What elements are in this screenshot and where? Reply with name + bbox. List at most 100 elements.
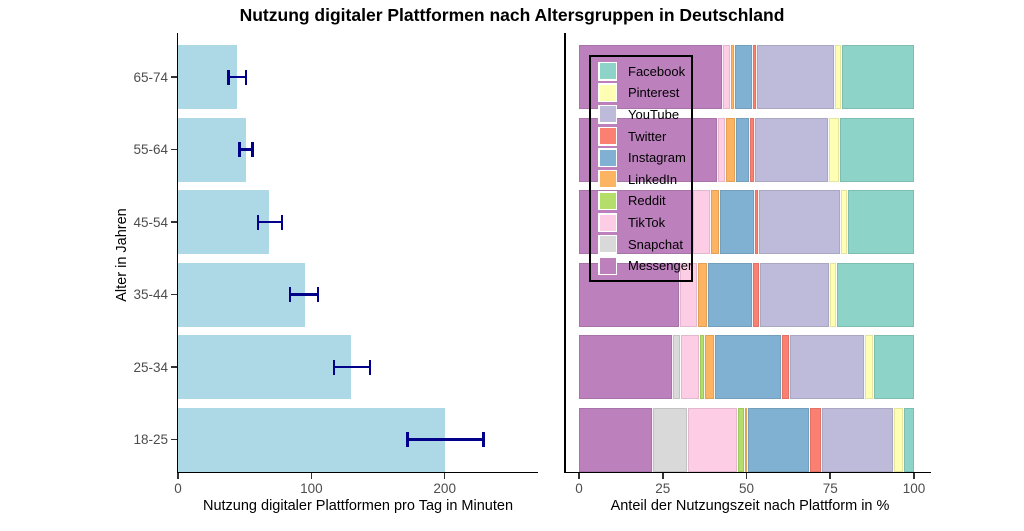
bar-18-25 [178, 407, 445, 472]
segment-65-74-tiktok [723, 45, 732, 109]
segment-35-44-pinterest [830, 262, 837, 327]
left-x-tick-mark-0 [177, 473, 179, 479]
legend-label-instagram: Instagram [628, 150, 686, 166]
segment-18-25-pinterest [893, 407, 904, 472]
legend-swatch-pinterest [599, 84, 616, 101]
chart-title: Nutzung digitaler Plattformen nach Alter… [239, 5, 785, 25]
right-x-tick-label-25: 25 [655, 481, 671, 496]
segment-35-44-facebook [836, 262, 914, 327]
legend-entry-twitter: Twitter [598, 126, 691, 147]
segment-25-34-tiktok [681, 335, 700, 399]
segment-18-25-twitter [810, 407, 822, 472]
y-tick-label-55-64: 55-64 [133, 142, 168, 157]
segment-45-54-twitter [754, 190, 759, 254]
y-tick-mark-65-74 [171, 76, 177, 78]
legend-key-tiktok [598, 213, 617, 232]
error-bar-35-44 [290, 293, 318, 296]
stacked-bar-18-25 [579, 407, 914, 472]
segment-18-25-reddit [738, 407, 745, 472]
error-bar-65-74 [228, 75, 246, 79]
legend-entry-instagram: Instagram [598, 147, 691, 168]
legend-label-pinterest: Pinterest [628, 85, 680, 101]
left-x-tick-label-200: 200 [433, 481, 456, 496]
error-cap-55-64-high [251, 142, 254, 157]
segment-35-44-youtube [759, 262, 831, 327]
bar-25-34 [178, 335, 352, 399]
y-tick-label-18-25: 18-25 [133, 432, 168, 447]
segment-25-34-snapchat [672, 335, 682, 399]
segment-25-34-messenger [579, 335, 673, 399]
legend-key-snapchat [598, 234, 617, 254]
legend-entry-youtube: YouTube [598, 104, 691, 125]
segment-55-64-twitter [749, 117, 755, 182]
right-x-tick-mark-50 [745, 473, 748, 479]
segment-45-54-messenger [579, 190, 693, 254]
legend-entry-tiktok: TikTok [598, 212, 691, 233]
right-x-tick-label-100: 100 [902, 481, 926, 496]
segment-18-25-instagram [748, 407, 811, 472]
legend-label-reddit: Reddit [628, 193, 666, 209]
legend-entry-linkedin: LinkedIn [598, 169, 691, 190]
segment-35-44-tiktok [679, 262, 698, 327]
left-x-tick-mark-100 [310, 473, 313, 479]
legend-label-facebook: Facebook [628, 63, 686, 79]
right-x-axis-title: Anteil der Nutzungszeit nach Plattform i… [610, 498, 890, 514]
error-cap-45-54-high [280, 214, 284, 230]
segment-45-54-tiktok [692, 190, 712, 254]
right-x-axis-line [564, 471, 931, 474]
left-x-axis-title: Nutzung digitaler Plattformen pro Tag in… [202, 498, 514, 514]
segment-65-74-twitter [753, 45, 757, 109]
error-bar-55-64 [239, 148, 253, 151]
legend-key-instagram [598, 148, 617, 168]
error-bar-25-34 [334, 365, 371, 369]
segment-35-44-messenger [579, 262, 680, 327]
right-x-tick-label-50: 50 [738, 481, 755, 496]
segment-18-25-facebook [903, 407, 914, 472]
left-x-axis-line [176, 471, 538, 474]
segment-45-54-linkedin [711, 190, 721, 254]
segment-35-44-twitter [753, 262, 760, 327]
segment-18-25-linkedin [744, 407, 749, 472]
segment-18-25-youtube [821, 407, 894, 472]
right-x-tick-mark-75 [829, 473, 832, 479]
legend-label-twitter: Twitter [628, 128, 667, 144]
y-tick-mark-45-54 [171, 221, 177, 223]
segment-45-54-facebook [847, 190, 914, 254]
bar-35-44 [178, 262, 305, 327]
bar-55-64 [178, 117, 246, 182]
right-x-tick-mark-25 [661, 473, 664, 479]
segment-25-34-youtube [790, 335, 866, 399]
y-tick-mark-35-44 [171, 293, 177, 296]
legend-swatch-youtube [599, 106, 616, 123]
y-tick-mark-18-25 [171, 438, 177, 441]
bar-45-54 [178, 190, 269, 254]
legend-entry-pinterest: Pinterest [598, 82, 691, 103]
left-x-tick-label-0: 0 [174, 481, 182, 496]
left-x-tick-label-100: 100 [300, 481, 323, 496]
segment-55-64-linkedin [726, 117, 737, 182]
error-cap-55-64-low [238, 142, 241, 157]
segment-45-54-youtube [758, 190, 841, 254]
segment-25-34-facebook [873, 335, 914, 399]
right-y-axis-line [564, 33, 566, 473]
legend-swatch-linkedin [599, 171, 616, 188]
segment-35-44-instagram [707, 262, 754, 327]
segment-45-54-pinterest [840, 190, 848, 254]
segment-18-25-messenger [579, 407, 653, 472]
legend-swatch-snapchat [599, 236, 616, 253]
legend-label-youtube: YouTube [628, 106, 680, 122]
legend-key-youtube [598, 104, 617, 124]
y-tick-mark-25-34 [171, 366, 177, 368]
segment-25-34-pinterest [865, 335, 874, 399]
stacked-bar-45-54 [579, 190, 914, 254]
segment-25-34-instagram [714, 335, 782, 399]
segment-35-44-linkedin [697, 262, 708, 327]
segment-55-64-youtube [754, 117, 829, 182]
legend: Facebook Pinterest YouTube Twitter Instagram… [589, 55, 693, 282]
bar-65-74 [178, 45, 237, 109]
segment-55-64-facebook [840, 117, 914, 182]
y-tick-label-35-44: 35-44 [133, 287, 168, 302]
legend-swatch-twitter [599, 128, 616, 144]
segment-65-74-instagram [734, 45, 754, 109]
